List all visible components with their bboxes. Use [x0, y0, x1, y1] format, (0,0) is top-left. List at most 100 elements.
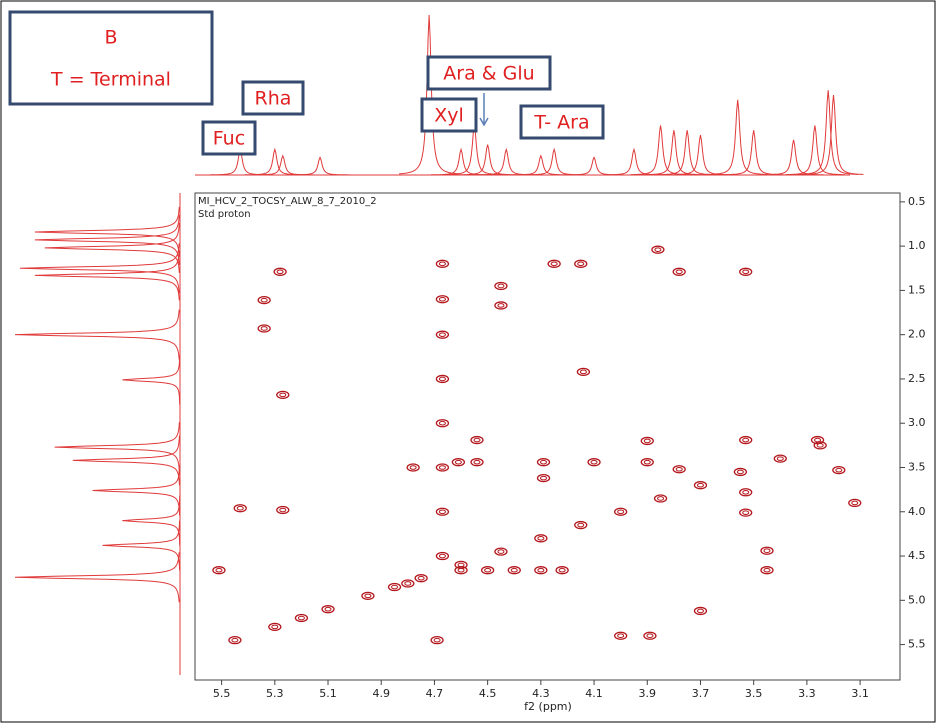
contour-outer: [848, 498, 862, 508]
contour-inner: [438, 296, 446, 302]
f2-projection-peak: [476, 147, 537, 176]
contour-outer: [257, 324, 271, 333]
cross-peak: [321, 605, 335, 614]
cross-peak: [534, 534, 548, 543]
contour-inner: [675, 269, 683, 275]
contour-inner: [260, 297, 268, 303]
f2-projection-peak: [643, 130, 704, 176]
contour-outer: [507, 566, 521, 575]
contour-inner: [696, 482, 704, 488]
cross-peak: [672, 465, 686, 474]
contour-inner: [742, 437, 750, 443]
f1-projection-peak: [122, 495, 181, 546]
contour-outer: [228, 636, 242, 645]
contour-outer: [435, 507, 450, 516]
cross-peak: [470, 458, 484, 467]
projection-label: Std proton: [198, 209, 251, 220]
contour-inner: [654, 247, 662, 252]
contour-outer: [760, 546, 774, 555]
cross-peak: [813, 441, 827, 450]
contour-outer: [534, 566, 548, 575]
contour-outer: [276, 390, 290, 400]
f2-projection-peak: [723, 130, 784, 176]
cross-peak: [739, 508, 753, 517]
cross-peak: [257, 324, 271, 333]
header-line: B: [104, 27, 117, 49]
contour-outer: [614, 507, 628, 516]
f1-projection-peak: [34, 214, 180, 265]
f1-projection-peak: [19, 243, 180, 294]
contour-inner: [537, 567, 545, 573]
contour-inner: [540, 459, 548, 465]
contour-outer: [773, 454, 787, 463]
contour-inner: [763, 548, 771, 554]
contour-outer: [294, 613, 309, 623]
contour-outer: [672, 465, 686, 474]
cross-peak: [212, 566, 226, 575]
contour-outer: [276, 505, 290, 515]
x-tick-label: 5.1: [319, 687, 337, 700]
cross-peak: [430, 636, 444, 645]
f2-projection-peak: [564, 156, 625, 176]
cross-peak: [435, 295, 450, 304]
cross-peak: [653, 494, 668, 503]
arrow-head: [479, 117, 489, 127]
contour-inner: [696, 608, 704, 614]
contour-inner: [550, 261, 558, 267]
cross-peak: [760, 566, 774, 575]
contour-inner: [409, 465, 417, 470]
x-tick-label: 3.1: [851, 687, 869, 700]
contour-inner: [417, 575, 425, 581]
contour-inner: [617, 633, 625, 639]
contour-outer: [739, 435, 753, 445]
annotation-box: [420, 97, 478, 133]
contour-outer: [614, 631, 628, 640]
y-tick-label: 3.0: [908, 416, 926, 429]
contour-outer: [435, 551, 450, 561]
contour-inner: [438, 332, 446, 337]
annotation: Ara & Glu: [443, 63, 534, 85]
contour-outer: [536, 458, 551, 467]
contour-inner: [497, 303, 505, 308]
contour-inner: [577, 261, 585, 267]
header-box: [8, 10, 214, 106]
contour-outer: [574, 520, 588, 530]
annotation-box: [519, 104, 605, 140]
contour-outer: [480, 566, 495, 575]
contour-outer: [555, 566, 569, 575]
f2-projection-peak: [290, 156, 351, 176]
contour-outer: [414, 574, 428, 583]
contour-inner: [558, 567, 566, 573]
contour-outer: [587, 458, 601, 467]
contour-outer: [536, 473, 551, 483]
contour-outer: [454, 560, 468, 570]
f1-projection-peak: [14, 552, 180, 603]
y-tick-label: 3.5: [908, 460, 926, 473]
f1-projection-peak: [54, 422, 180, 473]
y-tick-label: 2.5: [908, 372, 926, 385]
x-tick-label: 4.9: [372, 687, 390, 700]
x-tick-label: 3.5: [745, 687, 763, 700]
contour-inner: [433, 637, 441, 643]
annotation-box: [241, 80, 305, 116]
cross-peak: [640, 436, 654, 446]
cross-peak: [470, 435, 484, 445]
f1-projection-peak: [102, 520, 181, 571]
contour-outer: [435, 259, 450, 268]
contour-inner: [577, 522, 585, 528]
cross-peak: [536, 473, 551, 483]
cross-peak: [739, 488, 753, 497]
cross-peak: [494, 547, 508, 556]
contour-inner: [590, 459, 598, 465]
cross-peak: [268, 622, 282, 632]
contour-inner: [484, 567, 492, 573]
contour-outer: [435, 295, 450, 304]
cross-peak: [507, 566, 521, 575]
f1-projection-peak: [14, 309, 180, 360]
cross-peak: [643, 631, 657, 640]
contour-outer: [651, 245, 665, 254]
contour-inner: [675, 466, 683, 472]
contour-outer: [832, 465, 846, 475]
cross-peak: [651, 245, 665, 254]
